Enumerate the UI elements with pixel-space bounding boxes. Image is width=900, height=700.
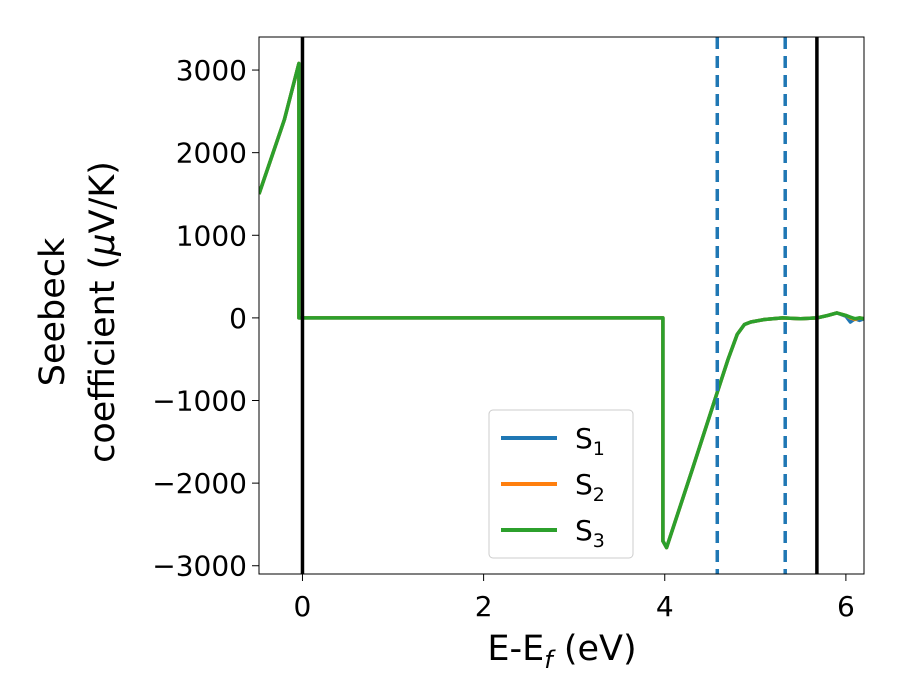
x-tick-label: 6 xyxy=(837,590,855,623)
legend-label-s1: S1 xyxy=(575,422,605,460)
x-axis-label: E-Ef (eV) xyxy=(487,629,636,674)
legend-label-s3: S3 xyxy=(575,514,605,552)
y-tick-label: 1000 xyxy=(176,219,247,252)
y-tick-label: −2000 xyxy=(152,467,247,500)
y-tick-label: 2000 xyxy=(176,137,247,170)
y-tick-label: −1000 xyxy=(152,385,247,418)
x-axis-label-unit: (eV) xyxy=(553,629,637,669)
legend: S1 S2 S3 xyxy=(488,409,634,559)
x-tick-label: 0 xyxy=(294,590,312,623)
y-axis-label-line2: coefficient (μV/K) xyxy=(83,161,123,463)
y-tick-label: −3000 xyxy=(152,550,247,583)
y-tick-label: 3000 xyxy=(176,54,247,87)
x-tick-label: 2 xyxy=(475,590,493,623)
plot-area xyxy=(259,37,864,574)
axes xyxy=(258,36,865,575)
axes-frame xyxy=(258,36,865,575)
y-tick-label: 0 xyxy=(229,302,247,335)
x-tick-label: 4 xyxy=(656,590,674,623)
ticks: 0 2 4 6 −3000 −2000 −1000 0 1000 2000 3000 xyxy=(152,54,855,623)
y-axis-label-unit: V/K) xyxy=(83,161,123,233)
series-line-s3 xyxy=(259,61,864,550)
legend-box xyxy=(488,409,634,559)
legend-label-s2: S2 xyxy=(575,468,605,506)
y-axis-label-mu: μ xyxy=(83,233,123,256)
y-axis-label-line1: Seebeck xyxy=(33,237,73,386)
